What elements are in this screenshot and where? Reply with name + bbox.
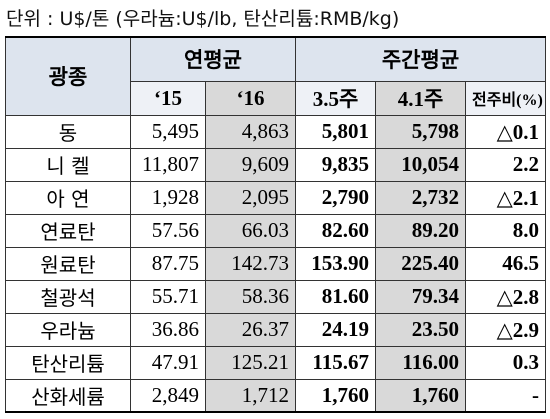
header-cell: ‘15 <box>130 80 206 116</box>
value-cell: 2.2 <box>465 147 546 182</box>
value-cell: 9,609 <box>205 147 296 182</box>
value-cell: 82.60 <box>295 213 376 248</box>
mineral-name: 아 연 <box>5 180 131 215</box>
header-row: ‘15 ‘16 3.5주 4.1주 전주비(%) <box>6 80 546 116</box>
value-cell: 1,760 <box>375 378 466 413</box>
header-cell: ‘16 <box>205 80 296 116</box>
value-cell: 79.34 <box>375 279 466 314</box>
mineral-name: 니 켈 <box>5 147 131 182</box>
data-row: 동 5,495 4,863 5,801 5,798 △0.1 <box>5 114 546 149</box>
header-cell: 3.5주 <box>295 80 376 116</box>
header-cell: 광종 <box>5 36 131 116</box>
value-cell: 9,835 <box>295 147 376 182</box>
mineral-name: 연료탄 <box>5 213 131 248</box>
data-row: 산화세륨 2,849 1,712 1,760 1,760- <box>5 378 546 413</box>
value-cell: 23.50 <box>375 312 466 347</box>
data-row: 원료탄 87.75 142.73 153.90 225.40 46.5 <box>5 246 546 281</box>
header-cell: 연평균 <box>130 36 296 82</box>
data-row: 아 연 1,928 2,095 2,790 2,732 △2.1 <box>5 180 546 215</box>
value-cell: 57.56 <box>130 213 206 248</box>
value-cell: 47.91 <box>130 345 206 380</box>
value-cell: 1,712 <box>205 378 296 413</box>
value-cell: 87.75 <box>130 246 206 281</box>
mineral-name: 동 <box>5 114 131 149</box>
value-cell: 8.0 <box>465 213 546 248</box>
data-row: 탄산리튬 47.91 125.21 115.67 116.00 0.3 <box>5 345 546 380</box>
value-cell: 24.19 <box>295 312 376 347</box>
value-cell: △0.1 <box>465 114 546 149</box>
value-cell: 225.40 <box>375 246 466 281</box>
value-cell: 26.37 <box>205 312 296 347</box>
value-cell: 1,928 <box>130 180 206 215</box>
value-cell: 5,801 <box>295 114 376 149</box>
value-cell: 2,732 <box>375 180 466 215</box>
value-cell: 81.60 <box>295 279 376 314</box>
data-row: 연료탄 57.56 66.03 82.60 89.20 8.0 <box>5 213 546 248</box>
table-body: 동 5,495 4,863 5,801 5,798 △0.1 니 켈 11,807 9,609 9… <box>5 114 546 413</box>
value-cell: 115.67 <box>295 345 376 380</box>
value-cell: 2,095 <box>205 180 296 215</box>
header-cell: 전주비(%) <box>465 80 546 116</box>
value-cell: 55.71 <box>130 279 206 314</box>
value-cell: 10,054 <box>375 147 466 182</box>
mineral-name: 철광석 <box>5 279 131 314</box>
mineral-name: 원료탄 <box>5 246 131 281</box>
value-cell: 58.36 <box>205 279 296 314</box>
value-cell: 142.73 <box>205 246 296 281</box>
mineral-name: 탄산리튬 <box>5 345 131 380</box>
data-row: 철광석 55.71 58.36 81.60 79.34 △2.8 <box>5 279 546 314</box>
value-cell: 0.3 <box>465 345 546 380</box>
value-cell: △2.9 <box>465 312 546 347</box>
mineral-name: 산화세륨 <box>5 378 131 413</box>
data-row: 니 켈 11,807 9,609 9,835 10,054 2.2 <box>5 147 546 182</box>
header-cell: 4.1주 <box>375 80 466 116</box>
value-cell: 2,849 <box>130 378 206 413</box>
value-cell: 36.86 <box>130 312 206 347</box>
unit-note: 단위 : U$/톤 (우라늄:U$/lb, 탄산리튬:RMB/kg) <box>6 8 400 30</box>
header-row: 광종 연평균 주간평균 <box>5 36 546 116</box>
value-cell: △2.1 <box>465 180 546 215</box>
price-table: 광종 연평균 주간평균 ‘15 ‘16 3.5주 4.1주 전주비(%) 동 5,… <box>5 36 546 413</box>
value-cell: 66.03 <box>205 213 296 248</box>
value-cell: - <box>465 378 546 413</box>
value-cell: 116.00 <box>375 345 466 380</box>
value-cell: 5,798 <box>375 114 466 149</box>
value-cell: 11,807 <box>130 147 206 182</box>
value-cell: 1,760 <box>295 378 376 413</box>
data-row: 우라늄 36.86 26.37 24.19 23.50 △2.9 <box>5 312 546 347</box>
value-cell: 5,495 <box>130 114 206 149</box>
value-cell: 2,790 <box>295 180 376 215</box>
mineral-name: 우라늄 <box>5 312 131 347</box>
header-cell: 주간평균 <box>295 36 546 82</box>
value-cell: 153.90 <box>295 246 376 281</box>
value-cell: 89.20 <box>375 213 466 248</box>
value-cell: 125.21 <box>205 345 296 380</box>
value-cell: 4,863 <box>205 114 296 149</box>
value-cell: △2.8 <box>465 279 546 314</box>
value-cell: 46.5 <box>465 246 546 281</box>
